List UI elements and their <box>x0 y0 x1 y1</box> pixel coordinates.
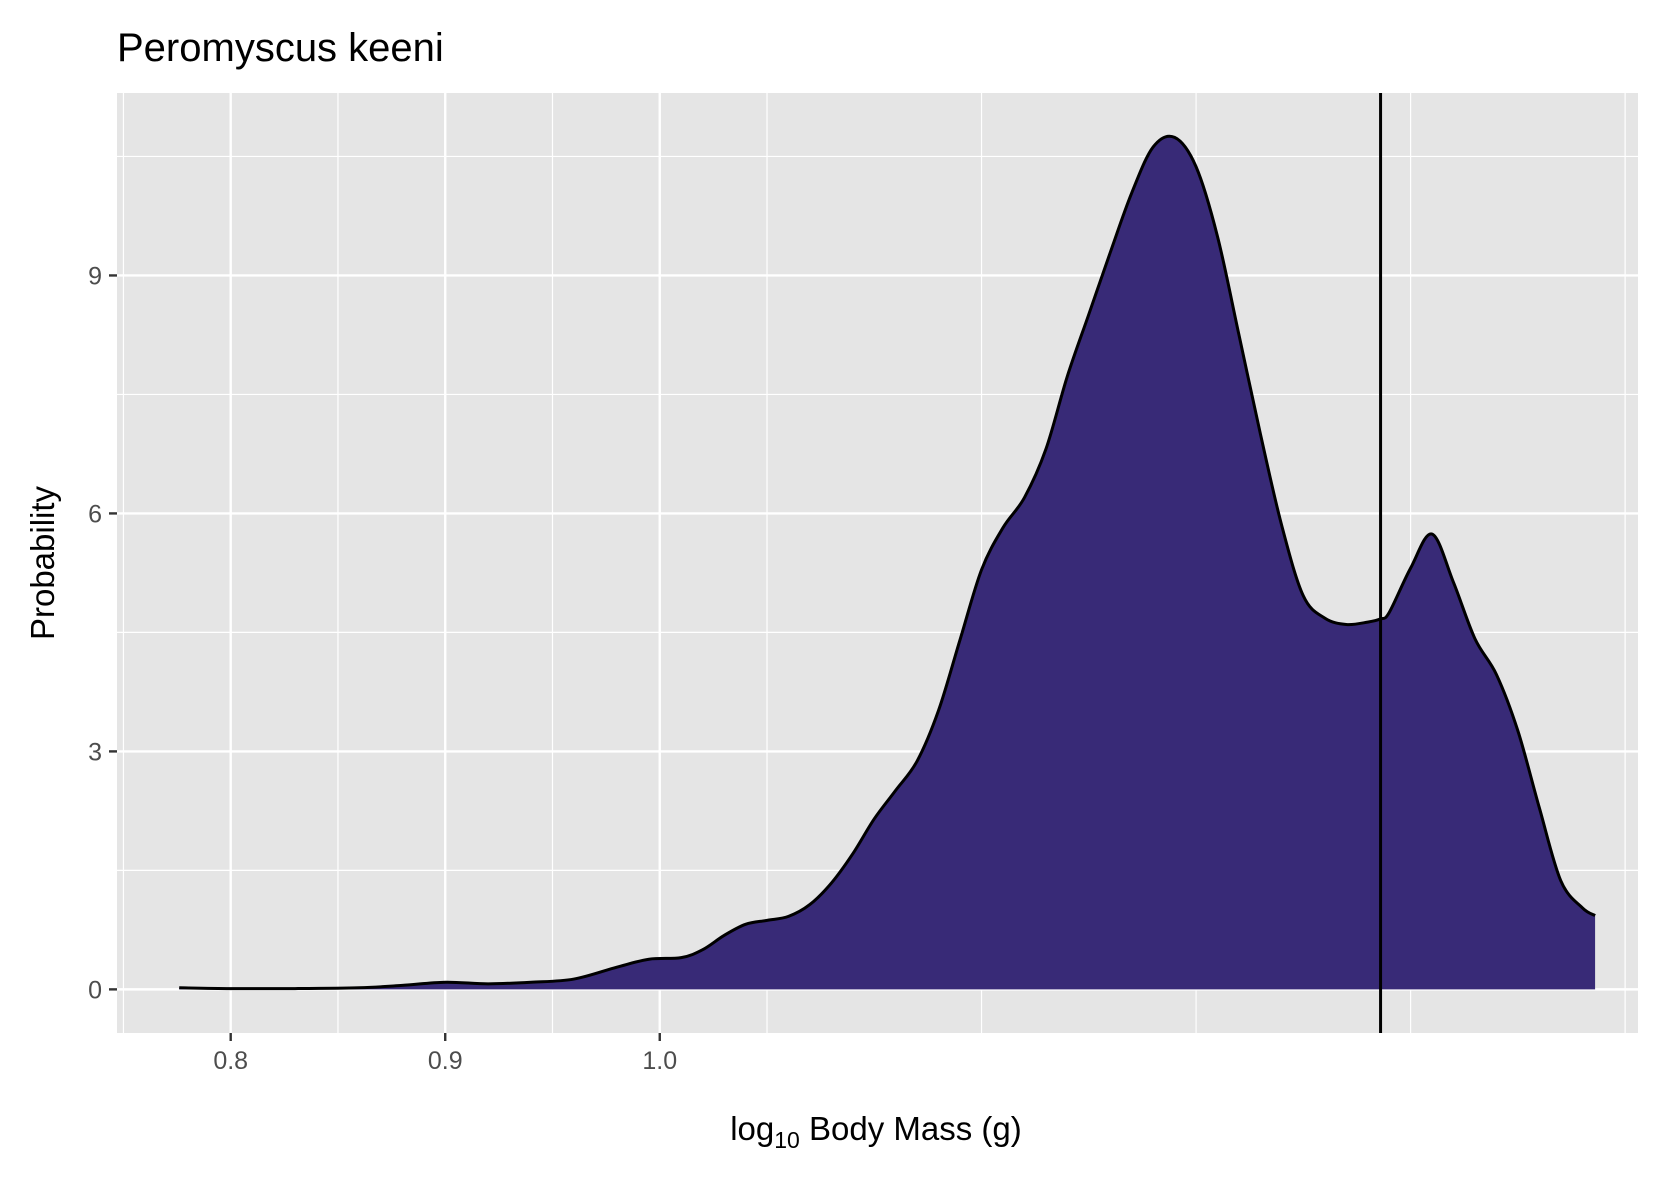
x-axis-title: log10 Body Mass (g) <box>730 1110 1022 1153</box>
y-axis: 0 3 6 9 <box>88 262 117 1004</box>
y-axis-title: Probability <box>24 485 61 640</box>
y-tick-label: 6 <box>88 500 102 528</box>
y-tick-label: 0 <box>88 976 102 1004</box>
density-line <box>179 134 1596 991</box>
x-axis: 0.8 0.9 1.0 <box>213 1033 677 1075</box>
y-tick-label: 9 <box>88 262 102 290</box>
x-tick-label: 0.8 <box>213 1047 248 1075</box>
y-tick-label: 3 <box>88 738 102 766</box>
chart-title: Peromyscus keeni <box>117 26 444 70</box>
x-tick-label: 1.0 <box>642 1047 677 1075</box>
x-tick-label: 0.9 <box>428 1047 463 1075</box>
